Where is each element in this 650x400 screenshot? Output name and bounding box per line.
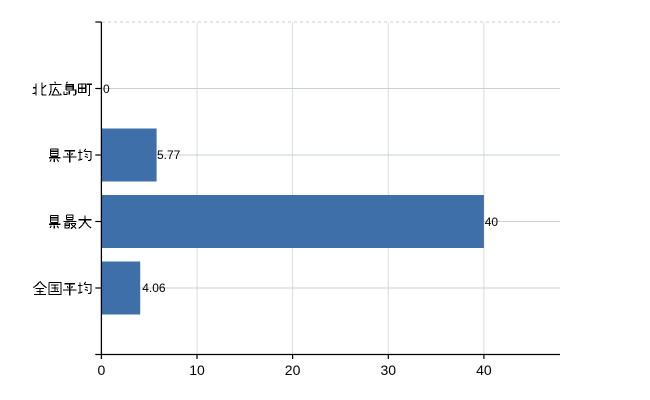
svg-text:0: 0 (98, 362, 106, 378)
svg-text:30: 30 (381, 362, 397, 378)
svg-text:40: 40 (485, 215, 499, 229)
svg-text:10: 10 (189, 362, 205, 378)
svg-text:4.06: 4.06 (142, 281, 166, 295)
svg-text:40: 40 (476, 362, 492, 378)
svg-text:20: 20 (285, 362, 301, 378)
svg-text:0: 0 (103, 82, 110, 96)
svg-text:5.77: 5.77 (157, 148, 181, 162)
